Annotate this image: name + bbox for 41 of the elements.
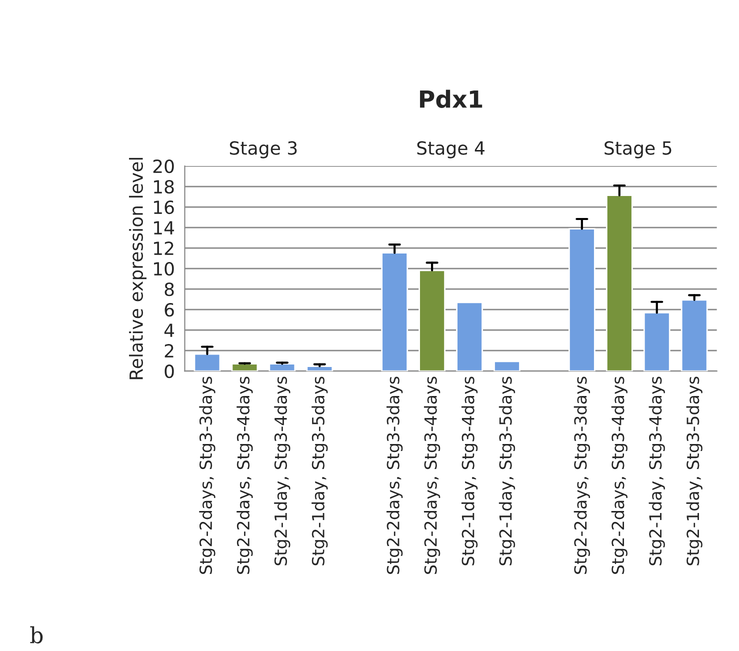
- bar: [494, 360, 520, 372]
- bar: [381, 252, 408, 372]
- y-axis-title: Relative expression level: [129, 158, 146, 380]
- y-tick-label: 2: [164, 344, 174, 358]
- chart-title: Pdx1: [420, 90, 482, 108]
- bar: [268, 363, 296, 372]
- y-tick-label: 10: [154, 262, 174, 276]
- y-tick-label: 20: [153, 159, 174, 174]
- x-tick-label: Stg2-2days, Stg3-4days: [236, 376, 253, 574]
- bar: [306, 366, 334, 372]
- x-tick-label: Stg2-2days, Stg3-3days: [199, 376, 216, 574]
- x-tick-label: Stg2-1day, Stg3-4days: [461, 376, 478, 566]
- y-tick-label: 12: [154, 241, 174, 255]
- x-tick-label: Stg2-2days, Stg3-4days: [611, 376, 628, 574]
- bar: [568, 228, 596, 372]
- y-tick-label: 0: [164, 364, 174, 378]
- y-tick-label: 14: [154, 221, 174, 234]
- bar: [231, 363, 258, 372]
- x-tick-label: Stg2-2days, Stg3-4days: [424, 376, 440, 574]
- x-tick-label: Stg2-1day, Stg3-5days: [686, 376, 702, 566]
- y-tick-label: 8: [164, 282, 174, 296]
- text: Stage 3: [230, 141, 297, 158]
- y-tick-label: 18: [154, 180, 174, 194]
- bar: [606, 194, 633, 372]
- x-tick-label: Stg2-1day, Stg3-4days: [274, 376, 290, 566]
- y-tick-label: 4: [164, 324, 174, 337]
- bar: [418, 270, 446, 372]
- bar: [456, 302, 483, 372]
- y-tick-label: 6: [164, 303, 174, 317]
- x-tick-label: Stg2-1day, Stg3-5days: [498, 376, 516, 566]
- x-tick-label: Stg2-1day, Stg3-4days: [648, 376, 665, 566]
- x-tick-label: Stg2-2days, Stg3-3days: [574, 376, 590, 574]
- text: b: [30, 626, 43, 644]
- text: Stage 5: [604, 141, 672, 158]
- y-tick-label: 16: [154, 200, 174, 214]
- bar: [194, 353, 221, 372]
- x-tick-label: Stg2-1day, Stg3-5days: [312, 376, 328, 566]
- bar: [680, 299, 708, 372]
- x-tick-label: Stg2-2days, Stg3-3days: [386, 376, 403, 574]
- text: Stage 4: [417, 141, 484, 158]
- bar: [643, 312, 670, 372]
